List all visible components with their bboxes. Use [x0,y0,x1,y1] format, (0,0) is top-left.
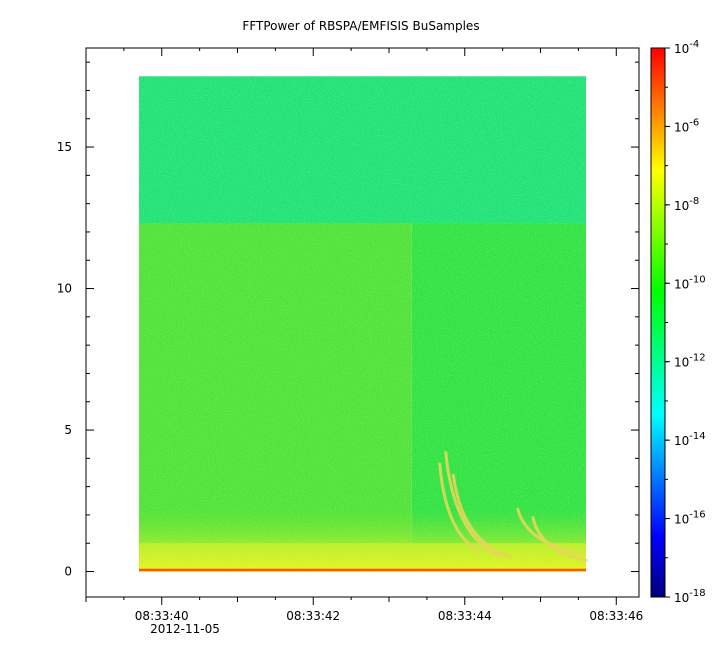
x-tick-label: 08:33:40 [135,609,189,623]
chorus-tone-1 [444,451,501,558]
x-tick-label: 08:33:44 [438,609,492,623]
spectrogram-texture [139,76,586,572]
chorus-tone-4 [531,516,588,562]
y-tick-label: 0 [64,565,72,579]
cb-tick-label: 10-14 [674,431,706,448]
colorbar [650,47,666,598]
cb-tick-label: 10-12 [674,353,706,370]
chart-title: FFTPower of RBSPA/EMFISIS BuSamples [242,19,479,33]
chorus-tone-3 [516,507,584,555]
texture-rect [139,76,586,572]
y-tick-label: 10 [57,282,72,296]
chorus-tone-0 [438,462,482,554]
cb-tick-label: 10-18 [674,588,706,605]
x-date-label: 2012-11-05 [150,622,220,636]
y-tick-label: 15 [57,140,72,154]
cb-tick-label: 10-10 [674,274,706,291]
chorus-tone-2 [451,473,512,559]
cb-tick-label: 10-8 [674,196,699,213]
colorbar-axis: 10-4 10-6 10-8 10-10 10-12 10-14 10-16 10-18 [665,39,706,605]
cb-tick-label: 10-6 [674,117,699,134]
x-tick-label: 08:33:46 [589,609,643,623]
chorus-tones [438,451,588,562]
y-tick-label: 5 [64,423,72,437]
y-axis: 0 5 10 15 [57,61,639,579]
cb-tick-label: 10-4 [674,39,699,56]
base-line [139,568,586,572]
x-tick-label: 08:33:42 [286,609,340,623]
x-axis: 08:33:40 08:33:42 08:33:44 08:33:46 [85,48,643,623]
cb-tick-label: 10-16 [674,510,706,527]
